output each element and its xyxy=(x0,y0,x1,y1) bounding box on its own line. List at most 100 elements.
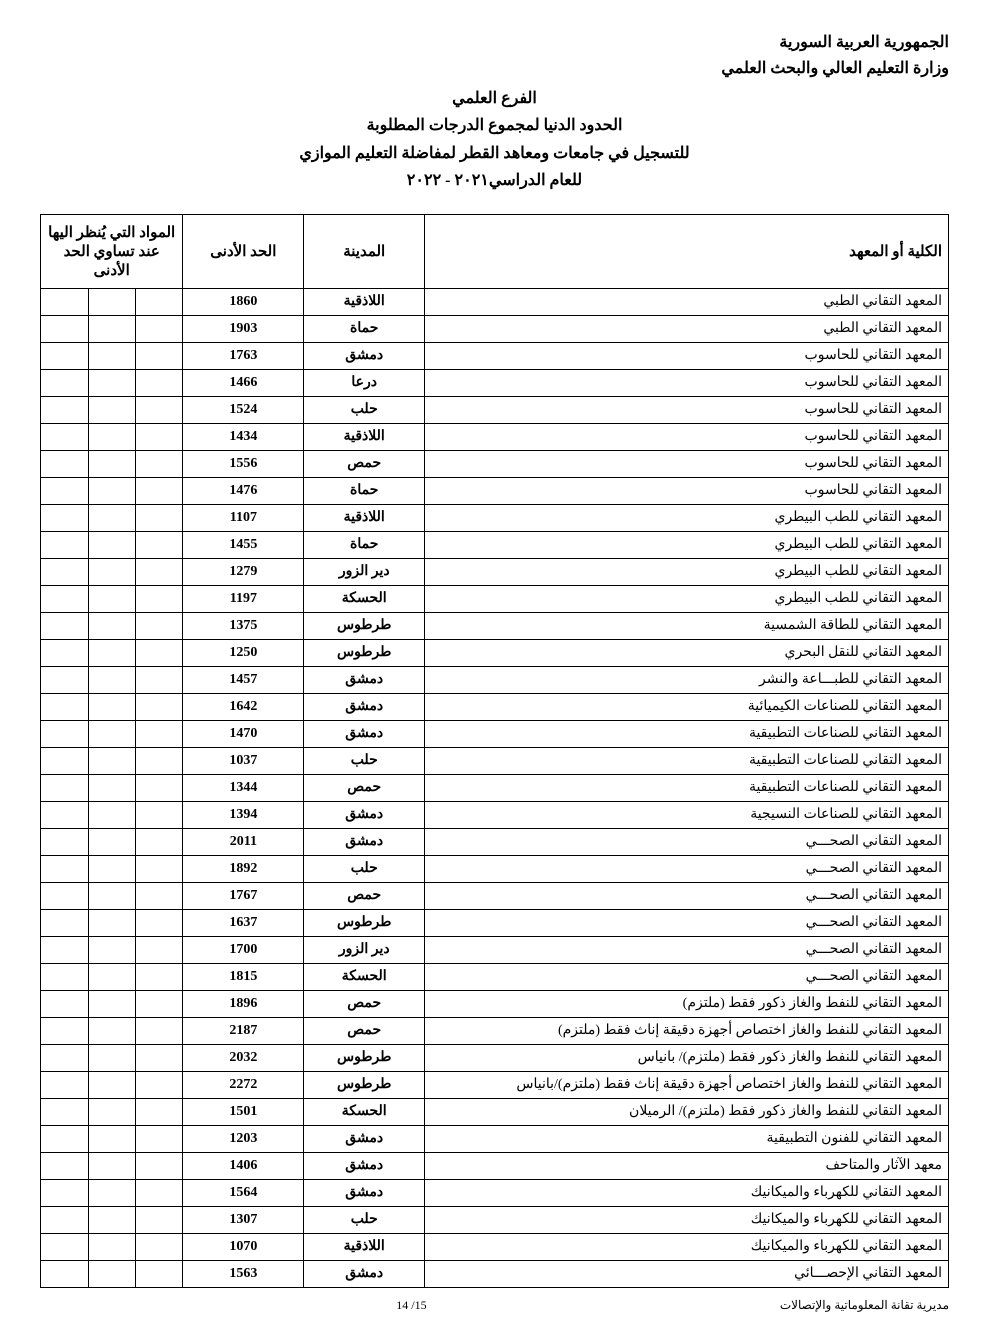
cell-subject xyxy=(135,1233,182,1260)
cell-min: 1767 xyxy=(183,882,304,909)
cell-min: 1896 xyxy=(183,990,304,1017)
cell-subject xyxy=(88,423,135,450)
cell-college: المعهد التقاني للنفط والغاز ذكور فقط (مل… xyxy=(425,1098,949,1125)
cell-min: 1903 xyxy=(183,315,304,342)
cell-subject xyxy=(88,1098,135,1125)
cell-subject xyxy=(41,1125,89,1152)
cell-subject xyxy=(88,774,135,801)
cell-subject xyxy=(135,1152,182,1179)
cell-city: طرطوس xyxy=(304,1071,425,1098)
table-row: المعهد التقاني للطب البيطريحماة1455 xyxy=(41,531,949,558)
cell-subject xyxy=(41,882,89,909)
table-row: المعهد التقاني للصناعات الكيميائيةدمشق16… xyxy=(41,693,949,720)
table-row: المعهد التقاني للطب البيطريالحسكة1197 xyxy=(41,585,949,612)
cell-subject xyxy=(135,909,182,936)
title-limits: الحدود الدنيا لمجموع الدرجات المطلوبة xyxy=(40,112,949,139)
cell-subject xyxy=(135,828,182,855)
cell-subject xyxy=(41,1098,89,1125)
cell-college: المعهد التقاني للفنون التطبيقية xyxy=(425,1125,949,1152)
table-row: المعهد التقاني الصحـــيدير الزور1700 xyxy=(41,936,949,963)
table-row: المعهد التقاني للحاسوبحماة1476 xyxy=(41,477,949,504)
title-registration: للتسجيل في جامعات ومعاهد القطر لمفاضلة ا… xyxy=(40,140,949,167)
cell-college: المعهد التقاني للحاسوب xyxy=(425,396,949,423)
cell-college: المعهد التقاني الطبي xyxy=(425,288,949,315)
table-row: المعهد التقاني الصحـــيالحسكة1815 xyxy=(41,963,949,990)
cell-city: دمشق xyxy=(304,1152,425,1179)
th-subjects: المواد التي يُنظر اليها عند تساوي الحد ا… xyxy=(41,214,183,288)
cell-city: الحسكة xyxy=(304,963,425,990)
table-row: معهد الآثار والمتاحفدمشق1406 xyxy=(41,1152,949,1179)
cell-college: المعهد التقاني للصناعات النسيجية xyxy=(425,801,949,828)
cell-subject xyxy=(88,1125,135,1152)
cell-subject xyxy=(41,693,89,720)
cell-subject xyxy=(41,1233,89,1260)
cell-subject xyxy=(135,990,182,1017)
cell-subject xyxy=(41,288,89,315)
cell-subject xyxy=(135,1125,182,1152)
cell-subject xyxy=(135,585,182,612)
cell-college: المعهد التقاني للنقل البحري xyxy=(425,639,949,666)
table-row: المعهد التقاني للصناعات التطبيقيةحمص1344 xyxy=(41,774,949,801)
cell-city: حمص xyxy=(304,774,425,801)
cell-subject xyxy=(41,963,89,990)
cell-city: حمص xyxy=(304,882,425,909)
table-row: المعهد التقاني للصناعات النسيجيةدمشق1394 xyxy=(41,801,949,828)
cell-subject xyxy=(88,315,135,342)
table-row: المعهد التقاني للنفط والغاز ذكور فقط (مل… xyxy=(41,1044,949,1071)
cell-subject xyxy=(88,1233,135,1260)
cell-min: 1642 xyxy=(183,693,304,720)
cell-subject xyxy=(135,666,182,693)
cell-subject xyxy=(88,693,135,720)
table-row: المعهد التقاني الطبياللاذقية1860 xyxy=(41,288,949,315)
cell-subject xyxy=(88,666,135,693)
cell-subject xyxy=(88,1017,135,1044)
cell-college: المعهد التقاني الصحـــي xyxy=(425,909,949,936)
cell-college: المعهد التقاني الإحصـــائي xyxy=(425,1260,949,1287)
cell-subject xyxy=(41,909,89,936)
cell-subject xyxy=(88,531,135,558)
cell-subject xyxy=(41,774,89,801)
cell-college: المعهد التقاني الطبي xyxy=(425,315,949,342)
th-college: الكلية أو المعهد xyxy=(425,214,949,288)
cell-min: 1501 xyxy=(183,1098,304,1125)
cell-subject xyxy=(41,450,89,477)
cell-subject xyxy=(135,1179,182,1206)
cell-min: 2187 xyxy=(183,1017,304,1044)
cell-min: 1524 xyxy=(183,396,304,423)
cell-city: دمشق xyxy=(304,666,425,693)
document-title: الفرع العلمي الحدود الدنيا لمجموع الدرجا… xyxy=(40,85,949,194)
cell-city: اللاذقية xyxy=(304,288,425,315)
cell-min: 1434 xyxy=(183,423,304,450)
table-row: المعهد التقاني للطبـــاعة والنشردمشق1457 xyxy=(41,666,949,693)
cell-subject xyxy=(41,720,89,747)
cell-min: 1564 xyxy=(183,1179,304,1206)
cell-min: 2011 xyxy=(183,828,304,855)
cell-subject xyxy=(135,369,182,396)
cell-city: حماة xyxy=(304,315,425,342)
table-body: المعهد التقاني الطبياللاذقية1860المعهد ا… xyxy=(41,288,949,1287)
cell-city: دمشق xyxy=(304,1179,425,1206)
cell-city: حمص xyxy=(304,990,425,1017)
table-row: المعهد التقاني للحاسوبحمص1556 xyxy=(41,450,949,477)
cell-min: 1457 xyxy=(183,666,304,693)
cell-city: الحسكة xyxy=(304,1098,425,1125)
cell-min: 1107 xyxy=(183,504,304,531)
cell-city: حلب xyxy=(304,396,425,423)
table-row: المعهد التقاني الصحـــيحمص1767 xyxy=(41,882,949,909)
cell-subject xyxy=(41,477,89,504)
cell-subject xyxy=(88,1260,135,1287)
cell-subject xyxy=(41,315,89,342)
cell-college: المعهد التقاني الصحـــي xyxy=(425,963,949,990)
cell-city: دمشق xyxy=(304,801,425,828)
cell-min: 1197 xyxy=(183,585,304,612)
cell-min: 1860 xyxy=(183,288,304,315)
cell-min: 1637 xyxy=(183,909,304,936)
cell-min: 2272 xyxy=(183,1071,304,1098)
table-row: المعهد التقاني للطب البيطريدير الزور1279 xyxy=(41,558,949,585)
cell-subject xyxy=(135,855,182,882)
cell-college: المعهد التقاني للنفط والغاز ذكور فقط (مل… xyxy=(425,1044,949,1071)
cell-subject xyxy=(88,369,135,396)
cell-subject xyxy=(88,828,135,855)
cell-min: 1250 xyxy=(183,639,304,666)
cell-college: المعهد التقاني للصناعات الكيميائية xyxy=(425,693,949,720)
